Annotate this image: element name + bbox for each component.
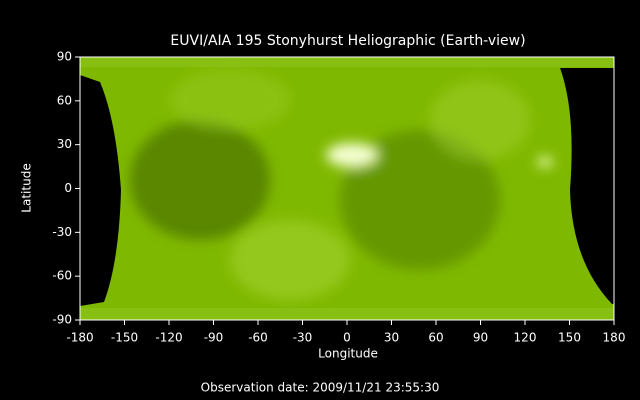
x-tick-label: -30 (293, 331, 313, 345)
solar-map (80, 57, 614, 320)
y-tick-label: -90 (52, 313, 72, 327)
x-tick-label: -180 (66, 331, 93, 345)
x-tick-label: -150 (111, 331, 138, 345)
x-tick-label: 30 (384, 331, 399, 345)
y-tick-label: -60 (52, 269, 72, 283)
x-tick-label: 120 (514, 331, 537, 345)
chart-title: EUVI/AIA 195 Stonyhurst Heliographic (Ea… (170, 33, 525, 49)
observation-date: Observation date: 2009/11/21 23:55:30 (201, 381, 440, 395)
y-tick-label: 90 (57, 50, 72, 64)
x-axis-label: Longitude (318, 347, 378, 361)
y-tick-label: 60 (57, 93, 72, 107)
x-tick-label: -120 (155, 331, 182, 345)
off-disk-left (80, 75, 121, 306)
x-tick-label: 0 (343, 331, 351, 345)
y-tick-label: 30 (57, 137, 72, 151)
x-tick-label: 90 (473, 331, 488, 345)
y-tick-label: -30 (52, 225, 72, 239)
x-tick-label: 180 (603, 331, 626, 345)
polar-strip (80, 308, 614, 320)
off-disk-right (560, 68, 614, 304)
y-axis-label: Latitude (20, 163, 34, 212)
x-tick-label: -60 (248, 331, 268, 345)
x-tick-label: 150 (558, 331, 581, 345)
x-tick-label: -90 (204, 331, 224, 345)
y-tick-label: 0 (64, 181, 72, 195)
map-texture (130, 70, 553, 300)
x-tick-label: 60 (428, 331, 443, 345)
polar-strip (80, 57, 614, 67)
